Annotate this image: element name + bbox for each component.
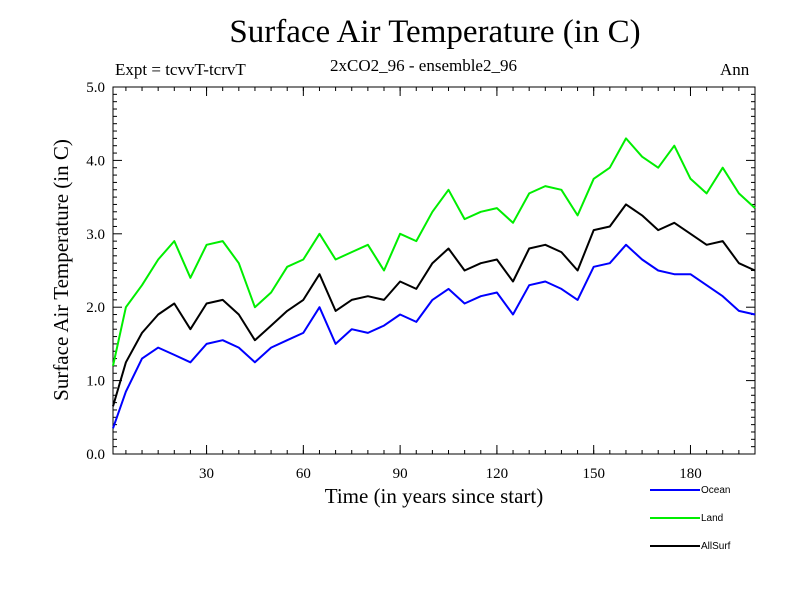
chart-subtitle: 2xCO2_96 - ensemble2_96 [330, 56, 517, 75]
legend-label-land: Land [701, 513, 723, 524]
y-tick-label: 0.0 [86, 447, 105, 463]
x-tick-label: 60 [296, 466, 311, 482]
x-tick-label: 90 [393, 466, 408, 482]
y-tick-label: 3.0 [86, 227, 105, 243]
y-tick-label: 5.0 [86, 80, 105, 96]
legend-label-ocean: Ocean [701, 485, 730, 496]
experiment-label: Expt = tcvvT-tcrvT [115, 60, 246, 79]
series-line-land [112, 137, 756, 367]
x-tick-label: 150 [582, 466, 605, 482]
series-line-ocean [112, 243, 756, 429]
series-lines [112, 137, 756, 429]
series-line-allsurf [112, 203, 756, 407]
y-tick-label: 1.0 [86, 374, 105, 390]
legend: Ocean Land AllSurf [650, 485, 731, 552]
axis-ticks [113, 86, 755, 455]
legend-label-allsurf: AllSurf [701, 541, 731, 552]
x-tick-label: 30 [199, 466, 214, 482]
y-tick-label: 4.0 [86, 153, 105, 169]
tick-labels: 30 60 90 120 150 180 0.0 1.0 2.0 3.0 4.0 5.0 [86, 80, 701, 482]
x-axis-title: Time (in years since start) [325, 484, 544, 508]
period-label: Ann [720, 60, 750, 79]
x-tick-label: 180 [679, 466, 702, 482]
x-tick-label: 120 [486, 466, 509, 482]
chart-title: Surface Air Temperature (in C) [229, 14, 641, 50]
y-axis-title: Surface Air Temperature (in C) [49, 139, 73, 401]
y-tick-label: 2.0 [86, 300, 105, 316]
